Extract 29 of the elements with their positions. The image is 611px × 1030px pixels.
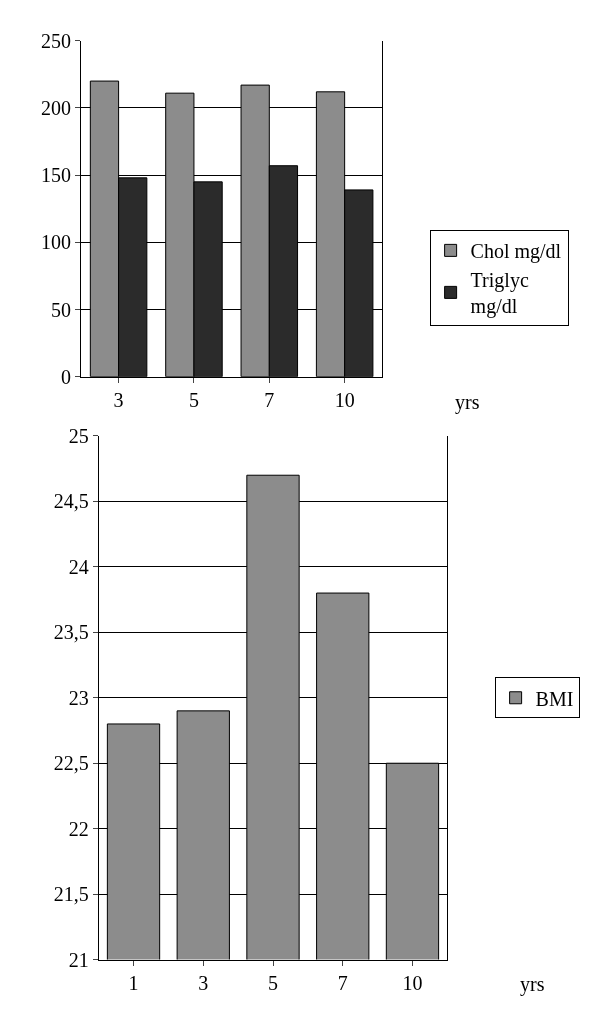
y-tick-label: 23 xyxy=(68,686,89,709)
x-axis-title: yrs xyxy=(520,973,545,996)
x-tick-label: 7 xyxy=(264,388,275,411)
y-tick-label: 22 xyxy=(68,817,89,840)
y-tick-label: 0 xyxy=(60,365,71,388)
y-tick-label: 50 xyxy=(50,298,71,321)
legend-label: BMI xyxy=(535,687,574,710)
y-tick-label: 100 xyxy=(40,231,71,254)
x-tick-label: 3 xyxy=(113,388,124,411)
x-tick-label: 1 xyxy=(128,971,139,994)
x-tick-label: 7 xyxy=(337,971,348,994)
y-tick-label: 200 xyxy=(40,96,71,119)
y-tick-label: 25 xyxy=(68,424,89,447)
y-tick-label: 24 xyxy=(68,555,89,578)
x-tick-label: 10 xyxy=(334,388,355,411)
y-tick-label: 150 xyxy=(40,164,71,187)
y-tick-label: 250 xyxy=(40,29,71,52)
x-tick-label: 3 xyxy=(198,971,209,994)
x-tick-label: 10 xyxy=(402,971,423,994)
y-tick-label: 21 xyxy=(68,948,89,971)
y-tick-label: 22,5 xyxy=(53,752,89,775)
legend-label: Triglyc mg/dl xyxy=(470,269,529,319)
x-axis-title: yrs xyxy=(455,391,480,414)
x-tick-label: 5 xyxy=(188,388,199,411)
x-tick-label: 5 xyxy=(268,971,278,994)
y-tick-label: 21,5 xyxy=(53,883,89,906)
y-tick-label: 24,5 xyxy=(53,490,89,513)
y-tick-label: 23,5 xyxy=(53,621,89,644)
legend-label: Chol mg/dl xyxy=(470,240,562,264)
